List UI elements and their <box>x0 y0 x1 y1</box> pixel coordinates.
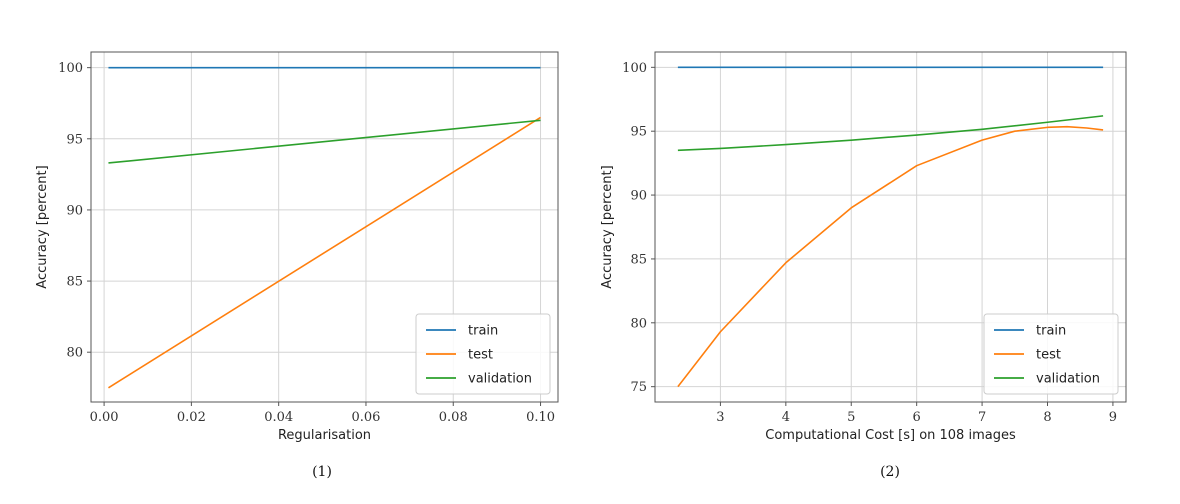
x-tick-label: 0.10 <box>526 410 555 425</box>
legend: train test validation <box>983 313 1119 395</box>
legend-label-test: test <box>1036 348 1061 363</box>
x-tick-label: 0.04 <box>264 410 293 425</box>
y-tick-label: 80 <box>630 316 647 331</box>
plot-frame <box>654 51 1127 403</box>
figure-caption: (1) <box>312 464 332 480</box>
y-tick-label: 95 <box>630 125 647 140</box>
legend-label-validation: validation <box>1036 372 1100 387</box>
x-axis-label: Computational Cost [s] on 108 images <box>765 428 1016 443</box>
legend-label-validation: validation <box>468 372 532 387</box>
y-tick-label: 100 <box>622 61 647 76</box>
y-tick-label: 80 <box>66 346 83 361</box>
x-tick-label: 5 <box>847 410 855 425</box>
legend-label-train: train <box>1036 324 1066 339</box>
x-tick-label: 4 <box>782 410 790 425</box>
figure-caption: (2) <box>880 464 900 480</box>
y-tick-label: 100 <box>58 61 83 76</box>
x-tick-label: 0.00 <box>90 410 119 425</box>
x-tick-label: 0.06 <box>351 410 380 425</box>
chart-1: 0.00 0.02 0.04 0.06 0.08 0.10 80 85 90 95 100 Regul… <box>35 51 559 480</box>
x-tick-label: 0.02 <box>177 410 206 425</box>
x-tick-label: 7 <box>978 410 986 425</box>
legend-box <box>415 313 551 395</box>
legend-box <box>983 313 1119 395</box>
series-line-test <box>108 116 541 389</box>
chart-2: 3 4 5 6 7 8 9 75 80 85 90 95 100 Computational Cost [… <box>600 51 1127 480</box>
series-line-validation <box>108 119 541 164</box>
y-tick-label: 90 <box>630 189 647 204</box>
x-tick-label: 8 <box>1043 410 1051 425</box>
y-tick-label: 75 <box>630 380 647 395</box>
legend-label-test: test <box>468 348 493 363</box>
x-tick-label: 6 <box>913 410 921 425</box>
y-tick-label: 85 <box>630 252 647 267</box>
legend: train test validation <box>415 313 551 395</box>
y-axis-label: Accuracy [percent] <box>600 165 615 288</box>
x-tick-label: 3 <box>716 410 724 425</box>
y-tick-label: 85 <box>66 275 83 290</box>
legend-label-train: train <box>468 324 498 339</box>
series-line-validation <box>677 115 1104 152</box>
y-axis-label: Accuracy [percent] <box>35 165 50 288</box>
series-line-test <box>677 125 1104 388</box>
x-tick-label: 0.08 <box>439 410 468 425</box>
y-tick-label: 95 <box>66 132 83 147</box>
plot-frame <box>90 51 559 403</box>
x-axis-label: Regularisation <box>278 428 371 443</box>
x-tick-label: 9 <box>1109 410 1117 425</box>
y-tick-label: 90 <box>66 203 83 218</box>
